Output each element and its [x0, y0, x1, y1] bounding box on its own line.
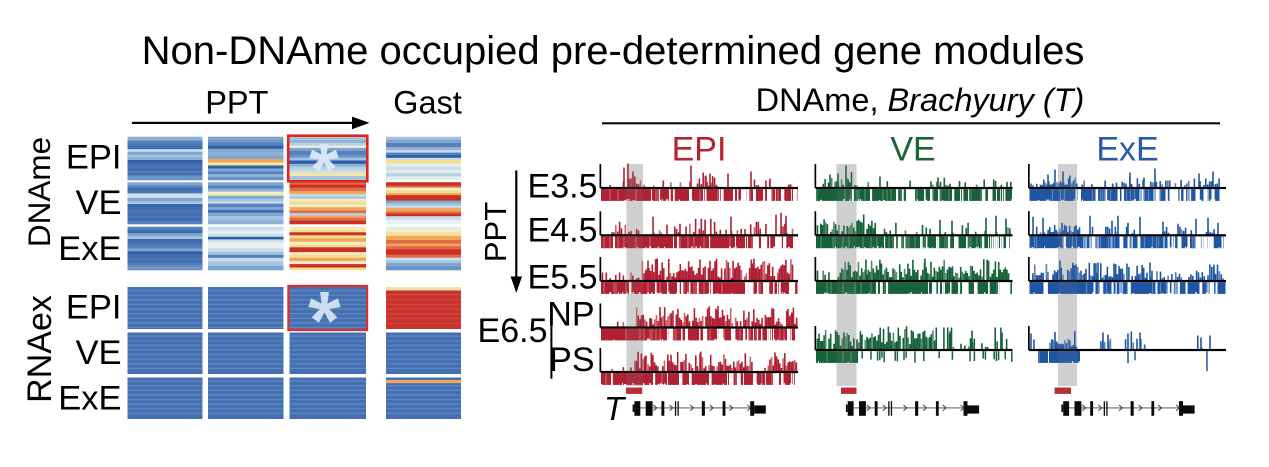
- svg-text:PPT: PPT: [205, 85, 268, 121]
- svg-text:Gast: Gast: [393, 85, 462, 121]
- svg-text:E5.5: E5.5: [528, 258, 598, 296]
- svg-text:PPT: PPT: [478, 202, 513, 262]
- svg-text:ExE: ExE: [58, 230, 121, 268]
- svg-text:EPI: EPI: [672, 131, 727, 169]
- svg-text:NP: NP: [547, 296, 594, 334]
- svg-text:ExE: ExE: [1096, 131, 1158, 169]
- svg-text:Non-DNAme occupied pre-determi: Non-DNAme occupied pre-determined gene m…: [142, 29, 1085, 73]
- svg-text:DNAme: DNAme: [21, 137, 57, 247]
- svg-text:T: T: [604, 390, 627, 427]
- svg-text:RNAex: RNAex: [21, 295, 59, 403]
- svg-text:EPI: EPI: [66, 289, 122, 327]
- svg-text:E4.5: E4.5: [528, 212, 598, 250]
- svg-text:VE: VE: [75, 184, 121, 222]
- svg-text:DNAme, Brachyury (T): DNAme, Brachyury (T): [756, 82, 1085, 118]
- svg-text:ExE: ExE: [58, 380, 121, 418]
- svg-text:VE: VE: [890, 131, 935, 169]
- svg-text:E6.5: E6.5: [478, 312, 548, 350]
- svg-text:PS: PS: [549, 341, 594, 379]
- svg-text:EPI: EPI: [66, 139, 122, 177]
- svg-text:E3.5: E3.5: [528, 168, 598, 206]
- svg-text:VE: VE: [75, 334, 121, 372]
